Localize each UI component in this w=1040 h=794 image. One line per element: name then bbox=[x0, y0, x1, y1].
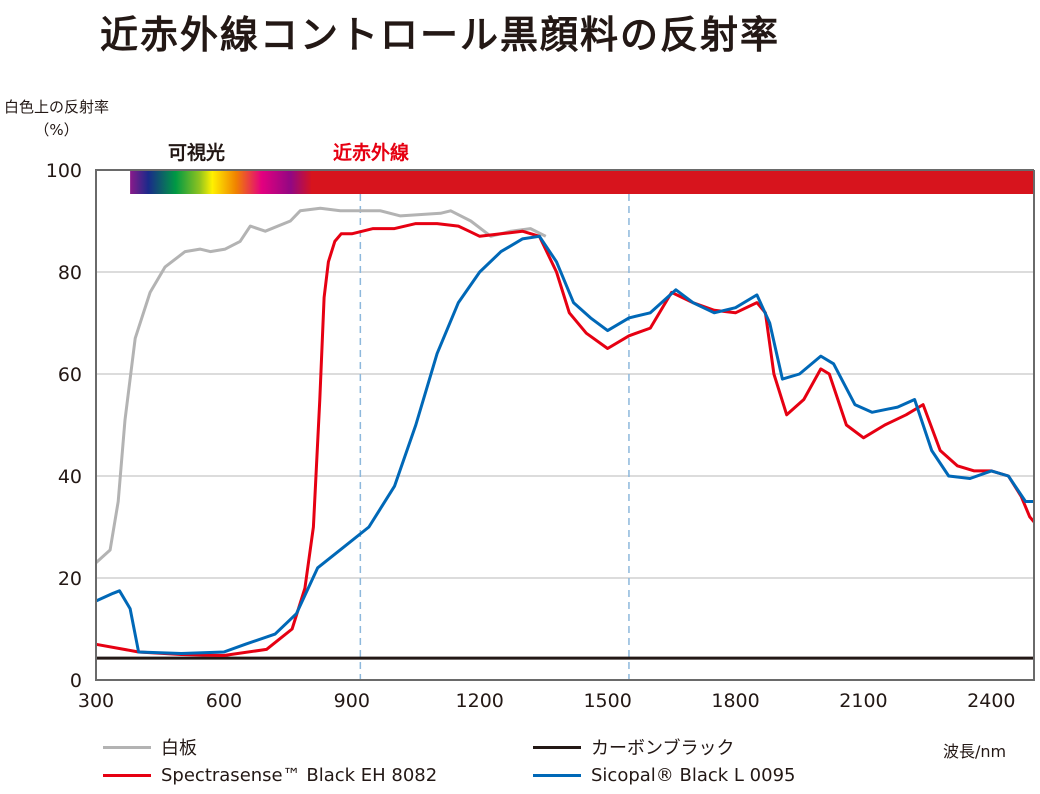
y-tick-label: 20 bbox=[58, 568, 82, 590]
band-label-nir: 近赤外線 bbox=[333, 142, 410, 164]
y-tick-label: 100 bbox=[46, 160, 82, 182]
x-tick-label: 600 bbox=[206, 690, 242, 712]
legend-item-white: 白板 bbox=[103, 734, 197, 760]
y-axis-unit: （%） bbox=[34, 121, 79, 139]
series-line-2 bbox=[95, 222, 1036, 657]
legend-label: カーボンブラック bbox=[591, 738, 735, 759]
nir-band bbox=[310, 170, 1034, 194]
band-label-visible: 可視光 bbox=[168, 142, 226, 164]
y-tick-label: 0 bbox=[70, 670, 82, 692]
y-tick-label: 80 bbox=[58, 262, 82, 284]
x-tick-label: 900 bbox=[334, 690, 370, 712]
x-tick-label: 300 bbox=[78, 690, 114, 712]
legend-item-carbon: カーボンブラック bbox=[533, 734, 734, 760]
series-line-0 bbox=[94, 206, 547, 564]
x-tick-label: 2100 bbox=[839, 690, 887, 712]
legend-swatch bbox=[103, 774, 151, 777]
plot-frame bbox=[95, 169, 1035, 681]
y-tick-label: 40 bbox=[58, 466, 82, 488]
legend-label: Sicopal® Black L 0095 bbox=[591, 765, 796, 786]
series-line-3 bbox=[95, 234, 1034, 655]
legend-swatch bbox=[533, 774, 581, 777]
y-axis-label-text: 白色上の反射率 bbox=[4, 98, 110, 116]
legend-swatch bbox=[533, 745, 581, 749]
x-tick-label: 1800 bbox=[711, 690, 759, 712]
legend-label: 白板 bbox=[161, 738, 197, 759]
x-tick-label: 1500 bbox=[583, 690, 631, 712]
legend-item-spectrasense: Spectrasense™ Black EH 8082 bbox=[103, 765, 437, 786]
chart-title: 近赤外線コントロール黒顔料の反射率 bbox=[100, 13, 781, 57]
x-axis-label: 波長/nm bbox=[943, 742, 1007, 761]
y-axis-label: 白色上の反射率 （%） bbox=[4, 96, 109, 142]
x-tick-label: 2400 bbox=[967, 690, 1015, 712]
x-tick-label: 1200 bbox=[456, 690, 504, 712]
visible-band bbox=[130, 170, 313, 194]
legend-swatch bbox=[103, 745, 151, 749]
legend-item-sicopal: Sicopal® Black L 0095 bbox=[533, 765, 796, 786]
y-tick-label: 60 bbox=[58, 364, 82, 386]
legend-label: Spectrasense™ Black EH 8082 bbox=[161, 765, 438, 786]
